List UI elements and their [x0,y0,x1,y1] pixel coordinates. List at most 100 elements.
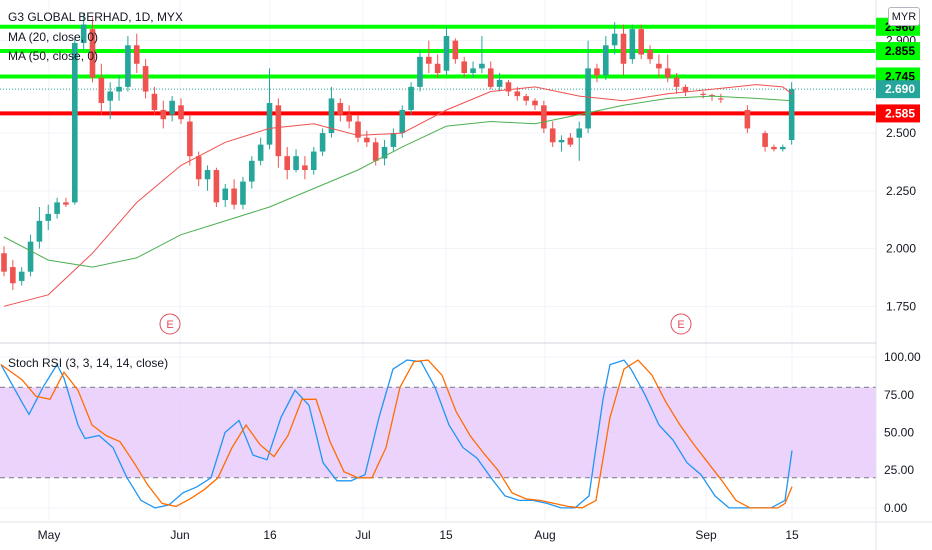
price-axis-label: 2.250 [886,184,916,198]
candle-body [629,29,636,60]
time-axis-label: Sep [695,528,717,542]
candle-body [744,109,751,129]
candle-body [780,146,786,150]
candle-body [266,103,273,145]
earnings-marker-label: E [677,319,684,331]
time-axis-label: 15 [785,528,799,542]
candle-body [293,156,299,171]
stoch-rsi-legend[interactable]: Stoch RSI (3, 3, 14, 14, close) [8,356,169,370]
candle-body [195,156,202,180]
time-axis-label: May [38,528,61,542]
price-level-tag-label: 2.745 [885,69,915,83]
candle-body [187,121,193,157]
candle-body [45,213,52,221]
candle-body [275,105,282,157]
candle-body [611,33,618,46]
candle-body [470,68,476,73]
stoch-rsi-line-0 [0,359,793,509]
last-price-tag-label: 2.690 [885,82,915,96]
candle-body [434,63,441,73]
candle-body [390,133,397,147]
candle-body [567,137,574,145]
price-level-tag-label: 2.585 [885,106,915,120]
candle-body [116,86,122,92]
candle-body [204,170,211,180]
chart-title: G3 GLOBAL BERHAD, 1D, MYX [8,10,183,24]
rsi-axis-label: 25.00 [884,463,914,477]
earnings-marker [670,313,692,335]
price-level-tag-label: 2.855 [885,44,915,58]
ma50-line [3,95,792,268]
candle-body [178,105,184,120]
time-axis-label: Jul [355,528,370,542]
candle-body [222,188,229,201]
candle-body [257,144,264,161]
candle-body [213,170,220,203]
price-axis-label: 1.750 [886,299,916,313]
earnings-marker [159,313,181,335]
candle-body [594,68,600,76]
ma20-legend[interactable]: MA (20, close, 0) [8,30,99,44]
candle-body [771,146,777,150]
stoch-rsi-band-fill [0,387,876,478]
time-axis-label: 16 [263,528,277,542]
candle-body [372,142,379,161]
candle-body [381,146,388,159]
candle-body [284,156,290,171]
candlestick-series [1,12,795,291]
candle-body [231,188,237,205]
last-price-tag [876,80,920,99]
price-axis-label: 2.000 [886,242,916,256]
time-axis-label: 15 [439,528,453,542]
currency-button[interactable]: MYR [888,7,920,26]
candle-body [302,165,308,171]
stoch-rsi-band [0,386,876,479]
candle-body [700,93,706,95]
candle-body [80,24,87,43]
candle-body [541,105,547,129]
candle-body [673,77,680,87]
candle-body [10,267,16,284]
ma50-legend[interactable]: MA (50, close, 0) [8,49,99,63]
candle-body [487,68,494,87]
candle-body [310,151,317,171]
candle-body [89,29,96,78]
candle-body [443,36,450,71]
candle-body [664,68,671,78]
candle-body [558,140,565,143]
price-level-tag [876,42,920,61]
rsi-axis-label: 75.00 [884,388,914,402]
candle-body [532,100,538,106]
candle-body [549,128,556,143]
candle-body [452,40,459,60]
candle-body [36,220,43,242]
earnings-marker-label: E [166,319,173,331]
candle-body [762,133,768,147]
candle-body [505,82,512,92]
candle-body [408,86,414,110]
candle-body [151,93,158,110]
candle-body [496,79,503,87]
time-axis-label: Jun [170,528,189,542]
candle-body [160,109,167,120]
candle-body [638,29,644,55]
candle-body [54,202,60,214]
candle-body [461,61,467,73]
candle-body [523,96,529,101]
candle-body [27,241,34,272]
candle-body [647,49,653,60]
candle-body [355,121,361,138]
candle-body [18,271,25,281]
candle-body [249,160,255,182]
candle-body [63,202,69,205]
candle-body [72,42,78,203]
candle-body [788,89,795,140]
candle-body [399,109,406,134]
candle-body [514,91,521,97]
candle-body [479,63,485,69]
candle-body [426,56,432,64]
rsi-axis-label: 50.00 [884,426,914,440]
